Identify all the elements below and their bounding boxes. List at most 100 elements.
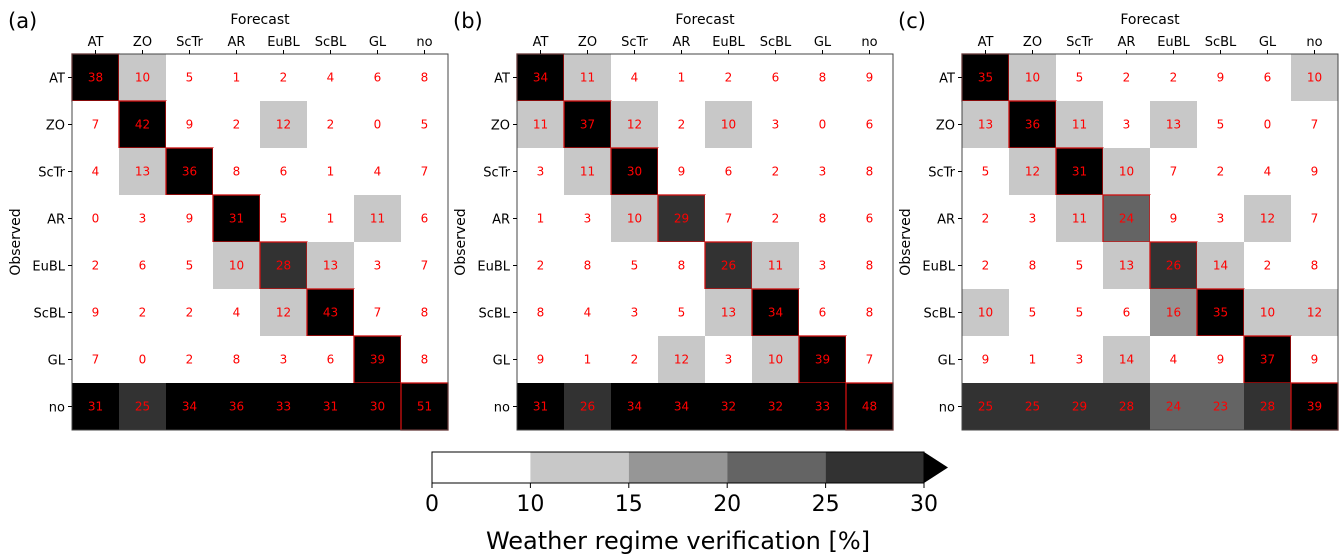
cell-value-label: 4 bbox=[631, 71, 639, 85]
cell-value-label: 5 bbox=[631, 259, 639, 273]
x-tick-label: no bbox=[1306, 35, 1322, 50]
cell-value-label: 24 bbox=[1119, 212, 1134, 226]
colorbar-segment bbox=[727, 452, 826, 483]
y-tick-label: no bbox=[49, 401, 65, 416]
heatmap-cell bbox=[962, 101, 1009, 148]
cell-value-label: 1 bbox=[678, 71, 686, 85]
heatmap-cell bbox=[1103, 101, 1150, 148]
cell-value-label: 8 bbox=[866, 165, 874, 179]
cell-value-label: 2 bbox=[772, 212, 780, 226]
heatmap-cell bbox=[119, 289, 166, 336]
heatmap-cell bbox=[72, 336, 119, 383]
cell-value-label: 34 bbox=[768, 306, 783, 320]
cell-value-label: 16 bbox=[1166, 306, 1181, 320]
heatmap-cell bbox=[260, 101, 307, 148]
cell-value-label: 30 bbox=[370, 400, 385, 414]
cell-value-label: 9 bbox=[537, 353, 545, 367]
cell-value-label: 34 bbox=[627, 400, 642, 414]
heatmap-cell bbox=[1244, 148, 1291, 195]
heatmap-cell bbox=[564, 383, 611, 430]
cell-value-label: 1 bbox=[233, 71, 241, 85]
heatmap-cell bbox=[658, 242, 705, 289]
x-tick-label: ZO bbox=[1023, 35, 1042, 50]
heatmap-cell bbox=[1009, 54, 1056, 101]
cell-value-label: 6 bbox=[866, 118, 874, 132]
cell-value-label: 42 bbox=[135, 118, 150, 132]
heatmap-cell bbox=[705, 383, 752, 430]
x-tick-label: GL bbox=[814, 35, 832, 50]
heatmap-cell bbox=[166, 54, 213, 101]
cell-value-label: 51 bbox=[417, 400, 432, 414]
cell-value-label: 2 bbox=[1170, 71, 1178, 85]
heatmap-cell bbox=[611, 242, 658, 289]
heatmap-cell bbox=[752, 383, 799, 430]
heatmap-cell bbox=[72, 242, 119, 289]
heatmap-cell bbox=[166, 336, 213, 383]
heatmap-cell bbox=[658, 383, 705, 430]
heatmap-cell bbox=[166, 195, 213, 242]
cell-value-label: 13 bbox=[721, 306, 736, 320]
heatmap-cell bbox=[72, 383, 119, 430]
cell-value-label: 8 bbox=[678, 259, 686, 273]
heatmap-cell bbox=[962, 195, 1009, 242]
cell-value-label: 33 bbox=[276, 400, 291, 414]
heatmap-cell bbox=[72, 195, 119, 242]
cell-value-label: 4 bbox=[1264, 165, 1272, 179]
heatmap-cell bbox=[166, 289, 213, 336]
heatmap-cell bbox=[1009, 242, 1056, 289]
cell-value-label: 1 bbox=[537, 212, 545, 226]
heatmap-cell bbox=[1244, 383, 1291, 430]
heatmap-cell bbox=[705, 289, 752, 336]
cell-value-label: 12 bbox=[674, 353, 689, 367]
cell-value-label: 10 bbox=[1025, 71, 1040, 85]
cell-value-label: 7 bbox=[92, 353, 100, 367]
heatmap-cell bbox=[259, 241, 308, 290]
cell-value-label: 2 bbox=[186, 353, 194, 367]
cell-value-label: 8 bbox=[421, 306, 429, 320]
cell-value-label: 29 bbox=[674, 212, 689, 226]
heatmap-cell bbox=[1056, 289, 1103, 336]
y-tick-label: AR bbox=[492, 213, 510, 228]
cell-value-label: 7 bbox=[1311, 212, 1319, 226]
heatmap-cell bbox=[401, 195, 448, 242]
cell-value-label: 4 bbox=[327, 71, 335, 85]
x-tick-label: ScTr bbox=[1066, 35, 1093, 50]
cell-value-label: 3 bbox=[772, 118, 780, 132]
heatmap-cell bbox=[1197, 383, 1244, 430]
cell-value-label: 37 bbox=[1260, 353, 1275, 367]
cell-value-label: 3 bbox=[280, 353, 288, 367]
heatmap-cell bbox=[846, 148, 893, 195]
y-tick-label: ZO bbox=[936, 119, 955, 134]
cell-value-label: 2 bbox=[280, 71, 288, 85]
x-tick-label: ScBL bbox=[315, 35, 347, 50]
cell-value-label: 9 bbox=[1311, 353, 1319, 367]
heatmap-cell bbox=[119, 148, 166, 195]
heatmap-cell bbox=[1103, 383, 1150, 430]
cell-value-label: 37 bbox=[580, 118, 595, 132]
cell-value-label: 34 bbox=[533, 71, 548, 85]
x-tick-label: ScTr bbox=[176, 35, 203, 50]
cell-value-label: 30 bbox=[627, 165, 642, 179]
cell-value-label: 13 bbox=[1119, 259, 1134, 273]
cell-value-label: 31 bbox=[533, 400, 548, 414]
heatmap-cell bbox=[658, 148, 705, 195]
heatmap-cell bbox=[799, 54, 846, 101]
cell-value-label: 3 bbox=[1123, 118, 1131, 132]
y-tick-label: EuBL bbox=[922, 260, 955, 275]
cell-value-label: 38 bbox=[88, 71, 103, 85]
cell-value-label: 0 bbox=[819, 118, 827, 132]
heatmap-cell bbox=[846, 242, 893, 289]
cell-value-label: 3 bbox=[139, 212, 147, 226]
cell-value-label: 34 bbox=[674, 400, 689, 414]
cell-value-label: 9 bbox=[1311, 165, 1319, 179]
heatmap-cell bbox=[705, 148, 752, 195]
heatmap-cell bbox=[752, 101, 799, 148]
heatmap-cell bbox=[166, 101, 213, 148]
cell-value-label: 6 bbox=[866, 212, 874, 226]
cell-value-label: 9 bbox=[982, 353, 990, 367]
y-tick-label: GL bbox=[938, 354, 956, 369]
cell-value-label: 7 bbox=[92, 118, 100, 132]
cell-value-label: 10 bbox=[768, 353, 783, 367]
x-axis-title: Forecast bbox=[675, 12, 735, 28]
cell-value-label: 6 bbox=[1264, 71, 1272, 85]
